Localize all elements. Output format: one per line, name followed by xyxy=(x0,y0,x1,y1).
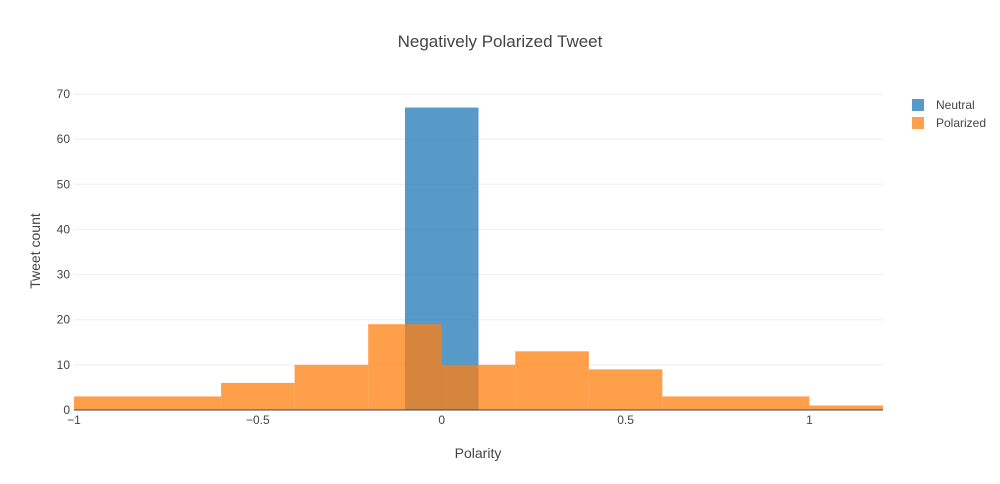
histogram-bar-polarized xyxy=(221,382,295,410)
histogram-bar-polarized xyxy=(74,396,222,410)
y-tick-label: 0 xyxy=(63,403,70,417)
legend-label: Neutral xyxy=(936,98,975,112)
y-tick-label: 70 xyxy=(57,87,71,101)
x-tick-label: 0 xyxy=(438,413,445,427)
x-tick-label: 1 xyxy=(806,413,813,427)
legend: Neutral Polarized xyxy=(912,98,986,130)
histogram-bar-polarized xyxy=(441,364,516,410)
histogram-bar-polarized xyxy=(294,364,369,410)
bar-layer xyxy=(74,107,883,411)
y-tick-label: 10 xyxy=(57,358,71,372)
y-axis-label: Tweet count xyxy=(27,213,43,289)
histogram-bar-polarized xyxy=(809,405,883,410)
x-axis-label: Polarity xyxy=(455,445,502,461)
histogram-bar-polarized xyxy=(588,369,663,410)
y-tick-label: 50 xyxy=(57,177,71,191)
x-tick-label: −1 xyxy=(67,413,81,427)
legend-label: Polarized xyxy=(936,116,986,130)
axis-layer: 0 10 20 30 40 50 60 70 −1 −0.5 0 0.5 1 xyxy=(57,87,883,427)
y-tick-label: 40 xyxy=(57,222,71,236)
histogram-bar-polarized xyxy=(368,324,442,410)
y-tick-label: 60 xyxy=(57,132,71,146)
legend-swatch xyxy=(912,99,924,111)
legend-swatch xyxy=(912,117,924,129)
chart-title: Negatively Polarized Tweet xyxy=(398,32,603,51)
x-tick-label: −0.5 xyxy=(246,413,270,427)
histogram-bar-polarized xyxy=(662,396,810,410)
y-tick-label: 20 xyxy=(57,313,71,327)
x-tick-label: 0.5 xyxy=(617,413,634,427)
y-tick-label: 30 xyxy=(57,268,71,282)
histogram-bar-polarized xyxy=(515,351,589,410)
